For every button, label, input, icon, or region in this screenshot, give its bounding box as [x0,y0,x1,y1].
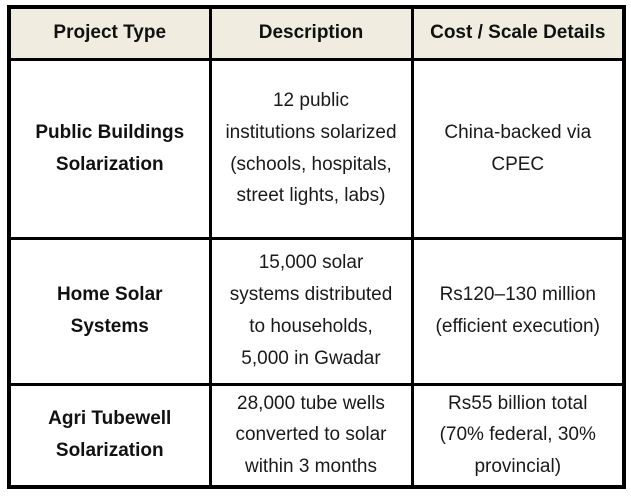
description-cell: 15,000 solar systems distributed to hous… [208,236,414,386]
solar-projects-table: Project Type Description Cost / Scale De… [7,5,626,490]
project-type-cell: Home Solar Systems [7,236,212,386]
header-row: Project Type Description Cost / Scale De… [7,5,626,61]
table-row-agri-tubewell: Agri Tubewell Solarization 28,000 tube w… [7,382,626,489]
table-row-home-solar: Home Solar Systems 15,000 solar systems … [7,236,626,386]
description-cell: 12 public institutions solarized (school… [208,57,414,240]
project-type-cell: Agri Tubewell Solarization [7,382,212,489]
description-cell: 28,000 tube wells converted to solar wit… [208,382,414,489]
table-row-public-buildings: Public Buildings Solarization 12 public … [7,57,626,240]
column-header-cost-scale-details: Cost / Scale Details [410,5,626,61]
cost-scale-cell: China-backed via CPEC [410,57,626,240]
project-type-cell: Public Buildings Solarization [7,57,212,240]
cost-scale-cell: Rs55 billion total (70% federal, 30% pro… [410,382,626,489]
column-header-description: Description [208,5,414,61]
column-header-project-type: Project Type [7,5,212,61]
cost-scale-cell: Rs120–130 million (efficient execution) [410,236,626,386]
